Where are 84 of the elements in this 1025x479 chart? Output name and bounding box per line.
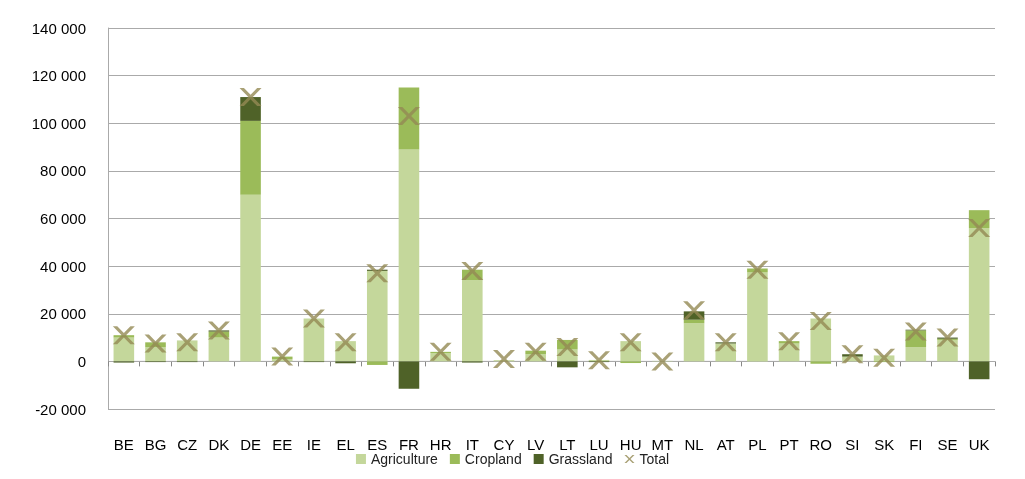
legend-label: Cropland [464,451,522,467]
x-tick-label: IE [306,436,321,453]
point [112,326,135,345]
point [461,261,484,280]
bar [240,194,261,362]
x-tick-label: UK [968,436,990,453]
point [334,333,357,352]
point [556,338,579,357]
point [302,309,325,328]
point [429,342,452,361]
point [778,332,801,351]
bar [968,228,990,362]
point [904,322,927,341]
x-tick-label: EE [272,436,293,453]
bar [366,270,388,362]
point [651,352,674,371]
bar [208,337,230,362]
x-tick-label: DK [208,436,230,453]
y-tick-label: 40 000 [40,257,86,275]
point [524,342,547,361]
point [873,348,896,367]
legend-label: Total [639,451,670,467]
point [271,347,294,366]
x-tick-label: IT [465,436,479,453]
bar [905,347,927,362]
point [239,88,262,107]
x-tick-label: ES [367,436,388,453]
x-tick-label: LV [527,436,545,453]
x-tick-label: SK [874,436,895,453]
point [809,311,832,330]
x-tick-label: SI [845,436,860,453]
point [968,219,991,238]
x-tick-label: BG [144,436,167,453]
bar [683,323,705,362]
y-tick-label: 60 000 [40,210,86,227]
point [619,333,642,352]
point [397,107,420,126]
x-tick-label: LU [589,436,609,453]
x-tick-label: HR [429,436,452,453]
y-tick-label: -20 000 [35,400,86,418]
point [492,349,515,368]
x-tick-label: FR [398,436,420,453]
bar [747,272,768,362]
point [207,321,230,340]
point [144,334,167,353]
point [936,328,959,347]
bar [398,149,420,362]
bar [366,361,388,365]
point [841,345,864,364]
x-tick-label: PL [748,436,767,453]
x-tick-label: DE [240,436,261,453]
x-tick-label: BE [113,436,134,453]
bar [398,361,420,389]
x-tick-label: MT [651,436,674,453]
bar [462,280,483,362]
x-tick-label: NL [684,436,704,453]
legend-label: Agriculture [370,451,439,467]
point [714,333,737,352]
x-tick-label: RO [809,436,833,453]
y-tick-label: 140 000 [31,19,86,37]
x-tick-label: LT [559,436,576,453]
y-tick-label: 80 000 [40,162,86,180]
y-tick-label: 120 000 [31,67,86,85]
point [366,264,389,283]
bar [557,361,578,368]
point [588,351,611,370]
point [746,260,769,279]
x-tick-label: CY [493,436,515,453]
x-tick-label: AT [716,436,735,453]
y-tick-label: 20 000 [40,305,86,323]
x-tick-label: SE [937,436,958,453]
x-tick-label: PT [779,436,799,453]
bar [810,361,832,364]
legend-label: Grassland [548,451,613,467]
x-tick-label: EL [336,436,355,453]
y-tick-label: 100 000 [31,114,86,132]
point [176,333,199,352]
y-tick-label: 0 [77,352,86,370]
bar [968,361,990,380]
x-tick-label: HU [619,436,642,453]
x-tick-label: CZ [177,436,198,453]
point [683,301,706,320]
bar [240,120,261,195]
x-tick-label: FI [909,436,923,453]
